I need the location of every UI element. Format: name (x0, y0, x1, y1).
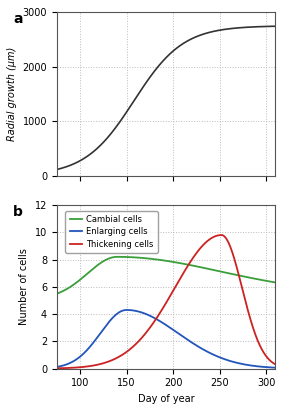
Cambial cells (230, 271, 233, 276)
Thickening cells (143, 331, 147, 336)
Enlarging cells (226, 358, 229, 362)
Cambial cells (206, 266, 209, 271)
Cambial cells (78, 278, 81, 283)
Line: Enlarging cells: Enlarging cells (57, 310, 275, 368)
Enlarging cells (55, 364, 59, 369)
X-axis label: Day of year: Day of year (138, 394, 195, 404)
Enlarging cells (230, 359, 233, 364)
Text: b: b (13, 205, 23, 219)
Thickening cells (230, 247, 233, 252)
Thickening cells (220, 232, 223, 237)
Enlarging cells (206, 349, 209, 354)
Enlarging cells (125, 307, 128, 312)
Enlarging cells (152, 315, 155, 320)
Legend: Cambial cells, Enlarging cells, Thickening cells: Cambial cells, Enlarging cells, Thickeni… (65, 211, 158, 253)
Text: a: a (13, 12, 22, 26)
Thickening cells (78, 365, 81, 370)
Thickening cells (151, 321, 155, 326)
Thickening cells (55, 366, 59, 371)
Line: Cambial cells: Cambial cells (57, 257, 275, 294)
Enlarging cells (144, 311, 147, 316)
Enlarging cells (78, 355, 81, 360)
Enlarging cells (274, 365, 277, 370)
Line: Thickening cells: Thickening cells (57, 235, 275, 368)
Cambial cells (274, 280, 277, 285)
Cambial cells (116, 254, 119, 259)
Y-axis label: Number of cells: Number of cells (19, 248, 29, 325)
Cambial cells (152, 257, 155, 262)
Thickening cells (274, 362, 277, 367)
Thickening cells (226, 238, 229, 243)
Cambial cells (226, 271, 229, 275)
Y-axis label: Radial growth (μm): Radial growth (μm) (7, 47, 17, 141)
Thickening cells (205, 239, 209, 244)
Cambial cells (55, 291, 59, 296)
Cambial cells (144, 256, 147, 261)
